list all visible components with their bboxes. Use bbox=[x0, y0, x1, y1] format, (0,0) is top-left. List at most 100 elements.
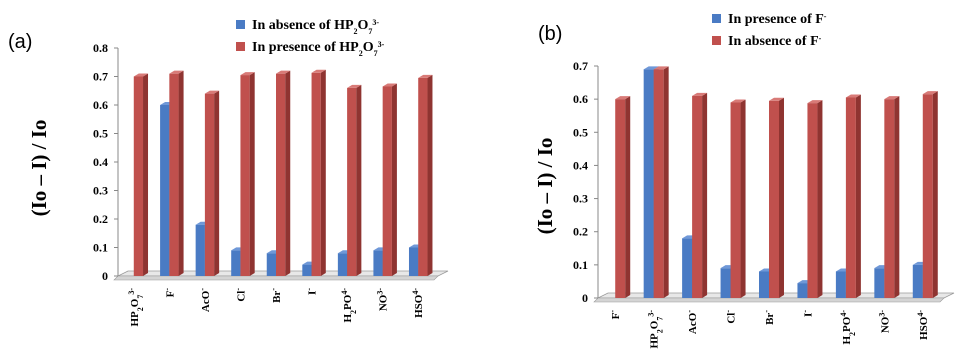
bar-top bbox=[730, 99, 746, 103]
category-label: Br- bbox=[762, 310, 777, 325]
chart-panel-b: (b) 0 0.1 0.2 0.3 0.4 0.5 0.6 0.7 (Io – I) / Io F-… bbox=[533, 12, 955, 349]
bar-top bbox=[692, 92, 708, 96]
bar-side bbox=[143, 73, 149, 276]
bar-series2 bbox=[240, 72, 255, 276]
bar-series2 bbox=[615, 96, 631, 299]
bar-side bbox=[894, 96, 900, 299]
bar-top bbox=[418, 74, 433, 78]
bar-front bbox=[653, 69, 664, 298]
bar-side bbox=[855, 94, 861, 298]
bar-series2 bbox=[382, 83, 397, 276]
y-tick-label: 0 bbox=[582, 291, 588, 305]
bar-series2 bbox=[692, 92, 708, 298]
category-label: NO3- bbox=[877, 310, 892, 334]
bar-top bbox=[169, 70, 184, 74]
bar-top bbox=[922, 91, 938, 95]
bar-top bbox=[311, 69, 326, 73]
bar-front bbox=[169, 73, 179, 277]
bar-front bbox=[160, 105, 170, 276]
y-tick-label: 0.7 bbox=[93, 70, 108, 84]
bar-top bbox=[643, 66, 659, 70]
y-tick-label: 0.6 bbox=[93, 98, 108, 112]
bar-side bbox=[740, 99, 746, 298]
bar-series2 bbox=[884, 96, 900, 299]
bar-series2 bbox=[653, 66, 669, 298]
bar-front bbox=[347, 87, 357, 277]
bar-series2 bbox=[133, 73, 149, 276]
y-tick-label: 0.7 bbox=[573, 59, 588, 73]
bar-front bbox=[133, 76, 144, 276]
bar-top bbox=[382, 83, 397, 87]
bar-side bbox=[702, 92, 708, 298]
y-tick-label: 0.2 bbox=[93, 212, 108, 226]
bar-front bbox=[337, 253, 348, 276]
legend-entry: In absence of HP2O73- bbox=[252, 18, 379, 36]
bar-front bbox=[311, 72, 321, 276]
bar-front bbox=[266, 253, 276, 276]
category-label: HSO4- bbox=[915, 310, 930, 340]
bar-side bbox=[320, 69, 326, 276]
bar-front bbox=[922, 94, 933, 299]
chart-panel-a: (a) 0 0.1 0.2 0.3 0.4 0.5 0.6 0.7 0.8 (Io – I) / I… bbox=[8, 18, 449, 327]
y-tick-label: 0.8 bbox=[93, 41, 108, 55]
bar-side bbox=[356, 84, 362, 277]
bar-series2 bbox=[169, 70, 184, 277]
category-label: I- bbox=[800, 310, 815, 317]
legend-swatch bbox=[236, 42, 245, 51]
y-tick-label: 0.5 bbox=[573, 125, 588, 139]
y-axis-title: (Io – I) / Io bbox=[27, 120, 51, 217]
y-tick-label: 0.3 bbox=[93, 184, 108, 198]
bar-series2 bbox=[347, 84, 362, 277]
bar-front bbox=[204, 93, 215, 276]
panel-label: (b) bbox=[538, 23, 562, 45]
y-tick-label: 0.5 bbox=[93, 127, 108, 141]
bar-front bbox=[912, 264, 923, 298]
bar-top bbox=[133, 73, 149, 77]
bar-series2 bbox=[311, 69, 326, 276]
legend-entry: In presence of HP2O73- bbox=[252, 40, 385, 58]
bar-front bbox=[418, 77, 428, 276]
bar-series2 bbox=[845, 94, 861, 298]
bar-top bbox=[615, 96, 631, 100]
bar-front bbox=[240, 75, 250, 276]
bar-front bbox=[302, 264, 312, 276]
bar-front bbox=[643, 69, 654, 298]
bar-series2 bbox=[922, 91, 938, 299]
bar-side bbox=[663, 66, 669, 298]
category-label: F- bbox=[162, 288, 177, 298]
legend-entry: In presence of F- bbox=[728, 12, 827, 28]
bar-front bbox=[692, 95, 703, 298]
bar-series2 bbox=[204, 90, 220, 276]
bar-top bbox=[769, 97, 784, 101]
legend-swatch bbox=[712, 36, 721, 45]
bar-front bbox=[874, 268, 885, 298]
bar-front bbox=[231, 250, 241, 276]
category-label: H2PO4- bbox=[838, 310, 856, 345]
bar-side bbox=[932, 91, 938, 299]
bar-top bbox=[204, 90, 220, 94]
bar-side bbox=[391, 83, 397, 276]
category-label: HP2O73- bbox=[126, 288, 144, 327]
panel-label: (a) bbox=[8, 31, 32, 53]
category-label: HSO4- bbox=[411, 288, 426, 318]
bar-top bbox=[347, 84, 362, 88]
bar-front bbox=[382, 86, 392, 276]
bar-front bbox=[759, 271, 769, 298]
category-label: F- bbox=[608, 310, 623, 320]
chart-floor-edge bbox=[593, 297, 945, 303]
bar-side bbox=[214, 90, 220, 276]
legend-swatch bbox=[712, 14, 721, 23]
bar-front bbox=[845, 97, 856, 298]
bar-side bbox=[285, 70, 291, 277]
bar-front bbox=[797, 283, 808, 298]
bar-series2 bbox=[418, 74, 433, 276]
category-label: NO3- bbox=[375, 288, 390, 312]
bar-side bbox=[778, 97, 784, 298]
bar-front bbox=[615, 99, 626, 299]
category-label: H2PO4- bbox=[340, 288, 358, 323]
bar-top bbox=[653, 66, 669, 70]
chart-floor-edge bbox=[113, 275, 439, 281]
bar-front bbox=[373, 250, 383, 276]
bar-series2 bbox=[769, 97, 784, 298]
bar-top bbox=[240, 72, 255, 76]
